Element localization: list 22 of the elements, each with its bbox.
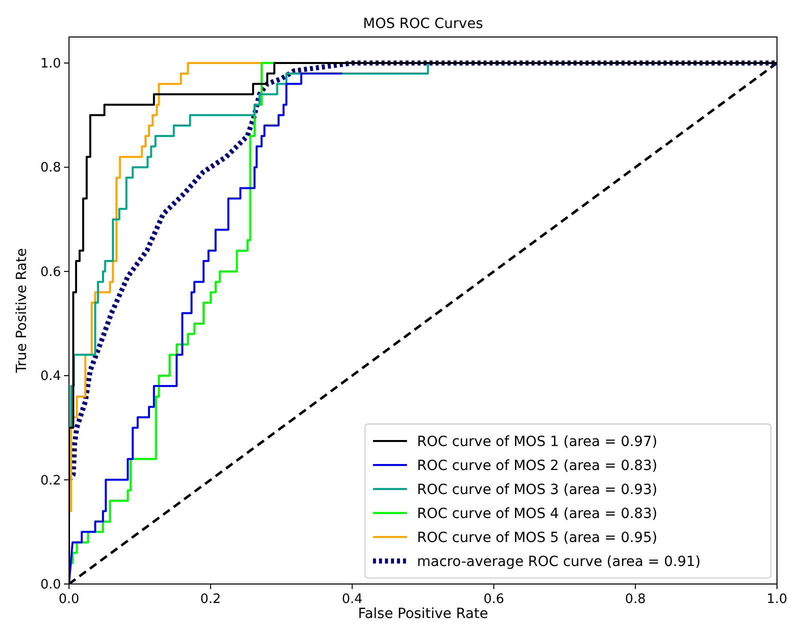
y-tick-label: 0.0	[40, 578, 61, 592]
x-tick-label: 0.6	[483, 592, 504, 607]
y-tick-label: 0.6	[40, 264, 61, 280]
chart-title: MOS ROC Curves	[362, 16, 484, 32]
x-tick-label: 0.2	[200, 592, 221, 607]
legend-label: ROC curve of MOS 5 (area = 0.95)	[417, 530, 658, 546]
y-tick-label: 0.8	[40, 160, 61, 176]
x-tick-label: 0.8	[625, 592, 646, 607]
x-tick-label: 1.0	[766, 592, 788, 607]
legend-label: ROC curve of MOS 1 (area = 0.97)	[417, 434, 658, 450]
line-series	[69, 72, 344, 584]
legend-label: ROC curve of MOS 4 (area = 0.83)	[417, 506, 658, 522]
y-tick-label: 0.2	[40, 473, 61, 488]
legend-label: ROC curve of MOS 3 (area = 0.93)	[417, 482, 658, 498]
legend-label: macro-average ROC curve (area = 0.91)	[417, 554, 701, 570]
x-axis-title: False Positive Rate	[358, 606, 488, 622]
y-tick-label: 1.0	[40, 56, 61, 72]
y-axis-title: True Positive Rate	[14, 248, 30, 374]
x-tick-label: 0.4	[342, 592, 363, 607]
legend-label: ROC curve of MOS 2 (area = 0.83)	[417, 458, 658, 474]
y-tick-label: 0.4	[40, 369, 61, 384]
x-tick-label: 0.0	[58, 592, 80, 607]
